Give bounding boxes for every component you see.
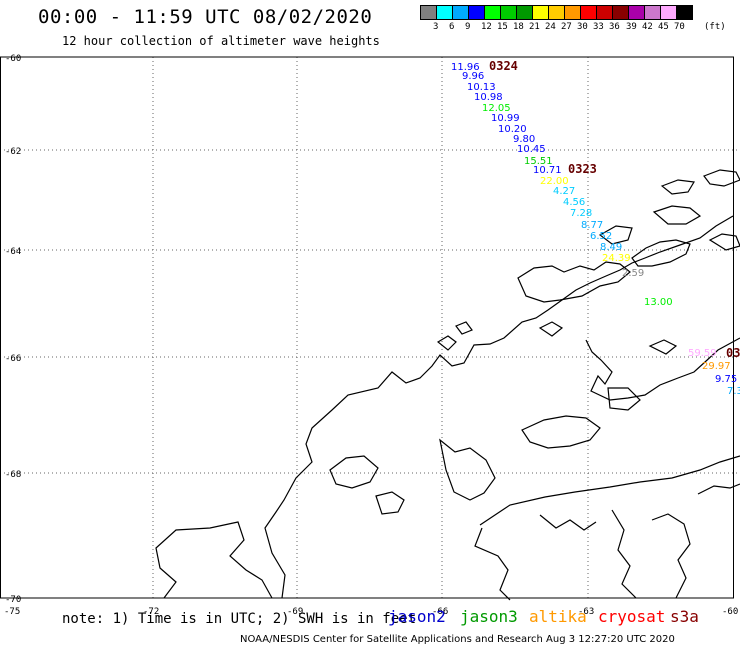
lat-label: -66 <box>5 354 21 364</box>
satellite-label: altika <box>529 607 587 626</box>
wave-height-value: 10.13 <box>467 82 496 93</box>
lat-label: -62 <box>5 147 21 157</box>
satellite-label: jason3 <box>460 607 518 626</box>
legend-label: 39 <box>626 22 637 32</box>
legend-label: 15 <box>497 22 508 32</box>
legend-label: 33 <box>593 22 604 32</box>
wave-height-value: 10.99 <box>491 113 520 124</box>
wave-height-value: 29.97 <box>702 361 731 372</box>
wave-height-value: 11.96 <box>451 62 480 73</box>
legend-swatch <box>676 5 693 20</box>
legend-label: 24 <box>545 22 556 32</box>
legend-label: 70 <box>674 22 685 32</box>
coastline <box>155 169 740 601</box>
legend-label: 45 <box>658 22 669 32</box>
lat-label: -60 <box>5 54 21 64</box>
graticule: -60 -62 -64 -66 -68 -70 -75 -72 -69 -66 -63 -60 <box>0 54 740 617</box>
pass-time-label: 0324 <box>489 59 518 73</box>
legend-unit-label: (ft) <box>704 22 726 32</box>
map-frame <box>0 56 734 599</box>
lon-label: -72 <box>143 607 159 617</box>
pass-time-label: 0323 <box>568 162 597 176</box>
wave-height-value: 10.71 <box>533 165 562 176</box>
footer-credit: NOAA/NESDIS Center for Satellite Applica… <box>240 634 675 645</box>
map-title: 00:00 - 11:59 UTC 08/02/2020 <box>38 6 373 28</box>
wave-height-value: 4.27 <box>553 186 575 197</box>
wave-height-value: 59.59 <box>688 348 717 359</box>
legend-label: 30 <box>577 22 588 32</box>
legend-label: 3 <box>433 22 439 32</box>
wave-height-value: 9.96 <box>462 71 484 82</box>
wave-height-value: 24.39 <box>602 253 631 264</box>
legend-label: 42 <box>642 22 653 32</box>
map-subtitle: 12 hour collection of altimeter wave hei… <box>62 34 380 48</box>
legend-labels: 3 6 9 12 15 18 21 24 27 30 33 36 39 42 45 70 (ft) <box>421 22 740 36</box>
wave-height-value: 9.80 <box>513 134 535 145</box>
legend-label: 27 <box>561 22 572 32</box>
wave-height-value: 4.56 <box>563 197 585 208</box>
wave-height-tracks: 11.969.9610.1310.9812.0510.9910.209.8010… <box>451 59 740 397</box>
satellite-label: cryosat <box>598 607 666 626</box>
wave-height-value: 10.20 <box>498 124 527 135</box>
wave-height-value: 9.75 <box>715 374 737 385</box>
wave-height-value: 6.52 <box>590 231 612 242</box>
satellite-label: jason2 <box>388 607 446 626</box>
satellite-label: s3a <box>670 607 699 626</box>
wave-height-value: 2.59 <box>622 268 644 279</box>
lon-label: -66 <box>432 607 448 617</box>
wave-height-value: 10.45 <box>517 144 546 155</box>
wave-height-value: 22.00 <box>540 176 569 187</box>
lon-label: -63 <box>578 607 594 617</box>
legend-label: 36 <box>609 22 620 32</box>
lat-label: -64 <box>5 247 21 257</box>
lon-label: -75 <box>4 607 20 617</box>
color-legend <box>420 5 693 20</box>
legend-label: 21 <box>529 22 540 32</box>
wave-height-value: 8.77 <box>581 220 603 231</box>
lat-label: -68 <box>5 470 21 480</box>
legend-label: 12 <box>481 22 492 32</box>
wave-height-value: 15.51 <box>524 156 553 167</box>
lon-label: -60 <box>722 607 738 617</box>
legend-label: 9 <box>465 22 471 32</box>
lat-label: -70 <box>5 595 21 605</box>
note-text: note: 1) Time is in UTC; 2) SWH is in fe… <box>62 611 417 627</box>
lon-label: -69 <box>287 607 303 617</box>
wave-height-value: 8.49 <box>600 242 622 253</box>
wave-height-value: 13.00 <box>644 297 673 308</box>
wave-height-value: 10.98 <box>474 92 503 103</box>
pass-time-label: 03 <box>726 346 740 360</box>
legend-label: 6 <box>449 22 455 32</box>
legend-label: 18 <box>513 22 524 32</box>
wave-height-value: 7.3 <box>727 386 740 397</box>
wave-height-value: 7.28 <box>570 208 592 219</box>
wave-height-value: 12.05 <box>482 103 511 114</box>
